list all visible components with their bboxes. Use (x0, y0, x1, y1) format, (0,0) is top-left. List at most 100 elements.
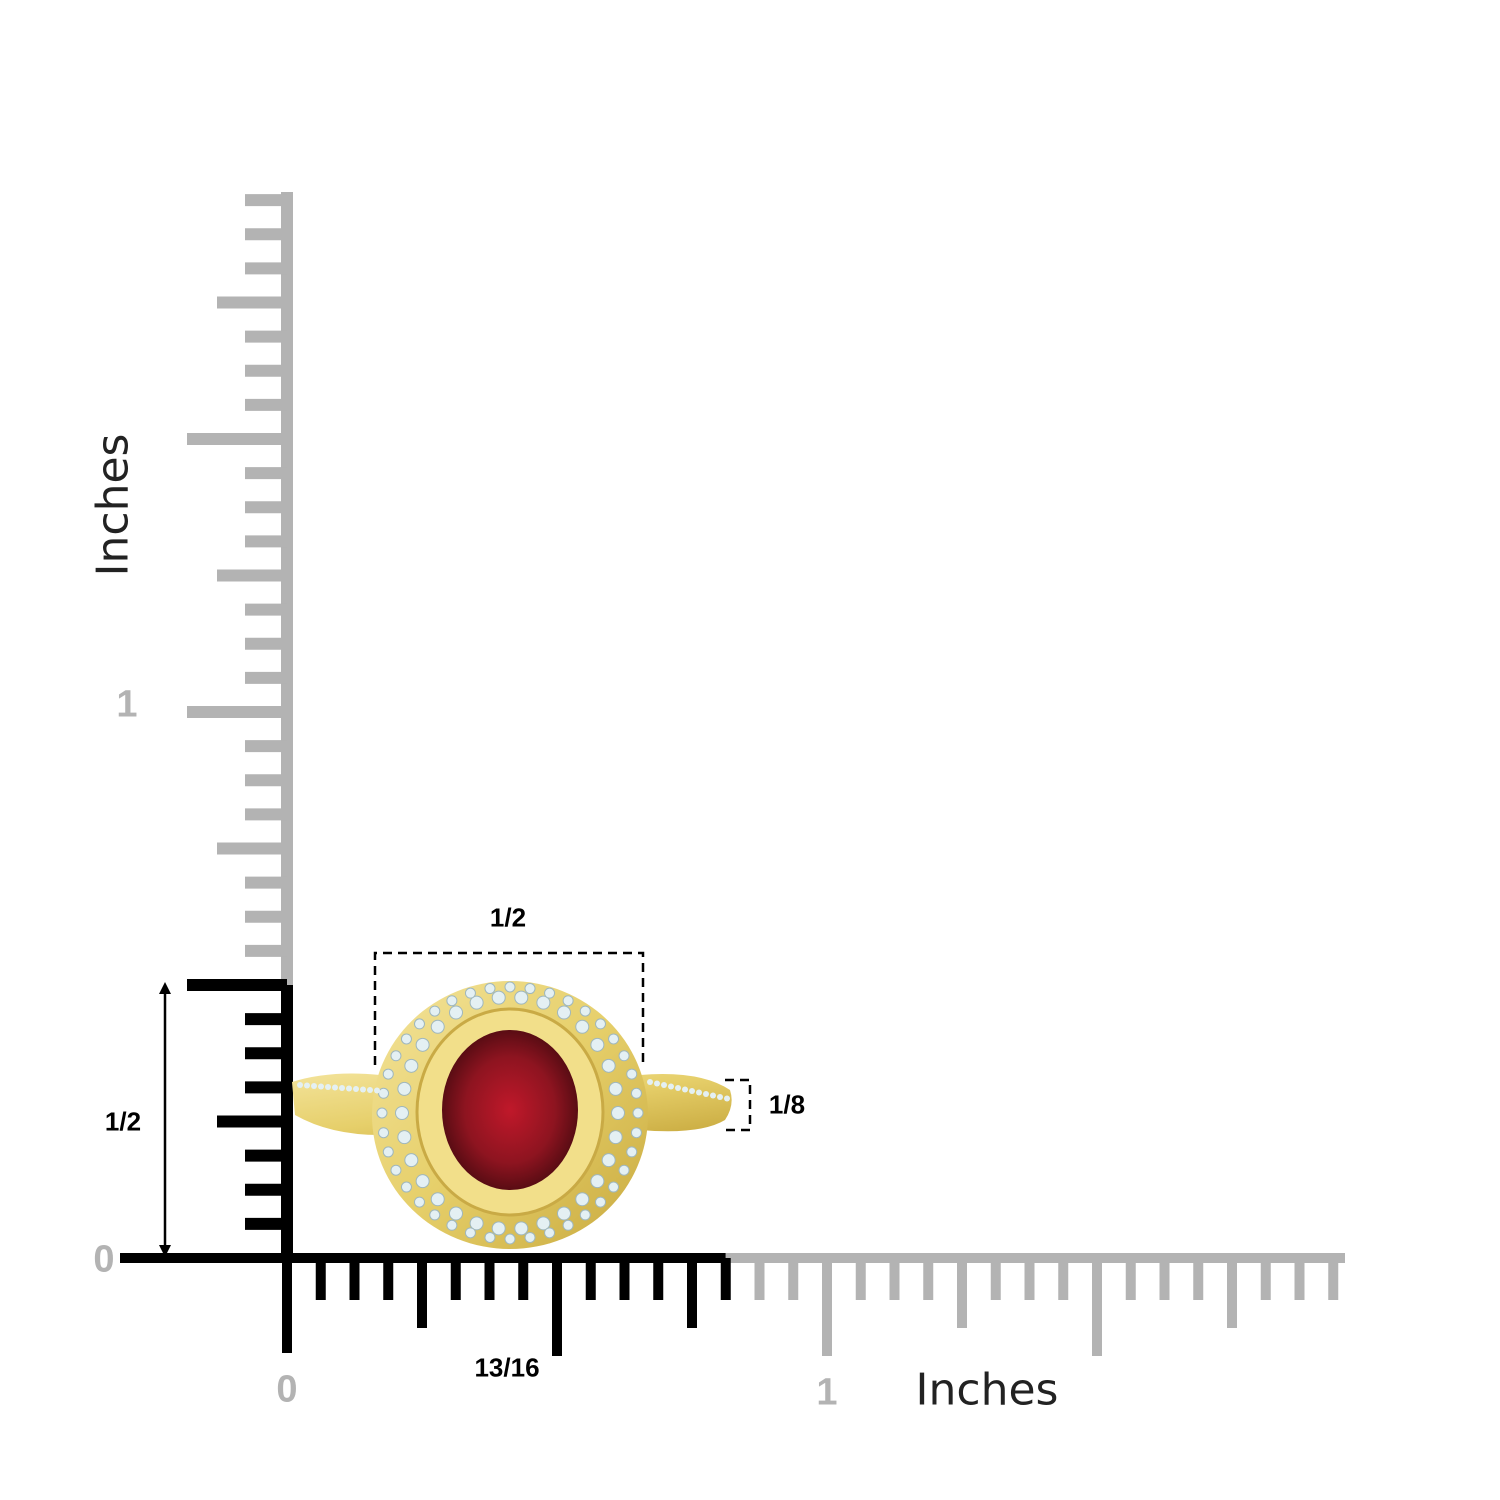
diamond (297, 1082, 303, 1088)
vertical-ruler-tick (187, 979, 287, 991)
diamond (647, 1079, 653, 1085)
top-width-dashed-bracket (373, 951, 645, 1065)
vertical-ruler-tick (245, 364, 287, 377)
diamond (557, 1206, 571, 1221)
diamond (378, 1127, 390, 1139)
diamond (579, 1209, 591, 1221)
diamond (689, 1088, 695, 1094)
diamond (575, 1019, 590, 1034)
band-width-label: 1/8 (768, 1089, 806, 1120)
ruby-gemstone (442, 1030, 578, 1190)
vertical-ruler-tick (245, 1013, 287, 1026)
diamond (304, 1082, 310, 1089)
vertical-ruler-tick (217, 1115, 287, 1128)
diamond (367, 1087, 373, 1093)
vertical-measure-label: 1/2 (104, 1106, 142, 1137)
diamond (675, 1085, 681, 1091)
horizontal-ruler-tick (315, 1258, 326, 1300)
horizontal-ruler-tick (383, 1258, 394, 1300)
horizontal-ruler-tick (788, 1258, 799, 1300)
diamond (446, 995, 458, 1007)
vertical-ruler-tick (245, 774, 287, 787)
vertical-ruler-tick (187, 433, 287, 445)
diamond (390, 1164, 402, 1176)
horizontal-ruler-tick (1024, 1258, 1035, 1300)
horizontal-ruler-tick (1294, 1258, 1305, 1300)
vertical-ruler-spine-inactive (281, 192, 293, 987)
horizontal-ruler-tick (653, 1258, 664, 1300)
diamond (668, 1083, 674, 1090)
vertical-ruler-tick (245, 944, 287, 957)
diamond (382, 1068, 394, 1080)
diamond (484, 983, 496, 995)
diamond (717, 1094, 723, 1100)
horizontal-ruler-tick (990, 1258, 1001, 1300)
horizontal-ruler-tick (889, 1258, 900, 1300)
band-width-dashed-bracket (725, 1078, 752, 1132)
vertical-ruler-tick (245, 1047, 287, 1060)
horizontal-ruler-tick (1227, 1258, 1237, 1328)
horizontal-ruler-tick (957, 1258, 967, 1328)
diamond (413, 1018, 425, 1030)
horizontal-ruler-tick (518, 1258, 529, 1300)
vertical-ruler-tick (245, 535, 287, 548)
diamond (339, 1085, 345, 1091)
diamond (608, 1130, 623, 1145)
horizontal-ruler-tick (417, 1258, 427, 1328)
diamond (682, 1086, 688, 1093)
diamond (514, 1221, 529, 1236)
diamond (562, 1219, 574, 1231)
vertical-ruler-tick (245, 740, 287, 753)
diamond (374, 1087, 380, 1094)
vertical-ruler-tick (245, 467, 287, 480)
horizontal-ruler-tick (923, 1258, 934, 1300)
diamond (430, 1192, 445, 1207)
diamond (595, 1018, 607, 1030)
vertical-ruler-tick (245, 603, 287, 616)
horizontal-ruler-tick (1092, 1258, 1102, 1356)
diamond (464, 1227, 476, 1239)
vertical-ruler-tick (217, 842, 287, 855)
diamond (376, 1107, 388, 1119)
diamond (601, 1153, 616, 1168)
horizontal-ruler-tick (349, 1258, 360, 1300)
diamond (703, 1091, 709, 1097)
arrow-head-up-icon (159, 982, 171, 994)
diamond (400, 1033, 412, 1045)
vertical-zero-label: 0 (93, 1238, 115, 1281)
diamond (311, 1083, 317, 1089)
diamond (429, 1005, 441, 1017)
diamond (575, 1192, 590, 1207)
horizontal-ruler-tick (552, 1258, 562, 1356)
diamond (446, 1219, 458, 1231)
diamond (415, 1174, 430, 1189)
diamond (413, 1196, 425, 1208)
horizontal-ruler-tick (1193, 1258, 1204, 1300)
diamond (449, 1206, 463, 1221)
horizontal-zero-label: 0 (276, 1368, 298, 1411)
vertical-ruler-tick (217, 296, 287, 309)
horizontal-ruler-tick (1159, 1258, 1170, 1300)
diamond (630, 1127, 642, 1139)
diamond (536, 995, 551, 1010)
horizontal-ruler-spine-inactive (725, 1253, 1345, 1263)
diamond (590, 1174, 605, 1189)
vertical-ruler-tick (245, 637, 287, 650)
diamond (562, 995, 574, 1007)
diamond (415, 1037, 430, 1052)
diamond (626, 1068, 638, 1080)
diamond (378, 1087, 390, 1099)
diamond (397, 1130, 412, 1145)
diamond (544, 987, 556, 999)
horizontal-ruler-tick (1125, 1258, 1136, 1300)
diamond (536, 1216, 551, 1231)
diamond (360, 1086, 366, 1093)
diamond (630, 1087, 642, 1099)
horizontal-ruler-tick (687, 1258, 697, 1328)
vertical-ruler-tick (245, 910, 287, 923)
horizontal-ruler-tick (1058, 1258, 1069, 1300)
diamond (632, 1107, 644, 1119)
horizontal-axis-title: Inches (915, 1364, 1059, 1416)
